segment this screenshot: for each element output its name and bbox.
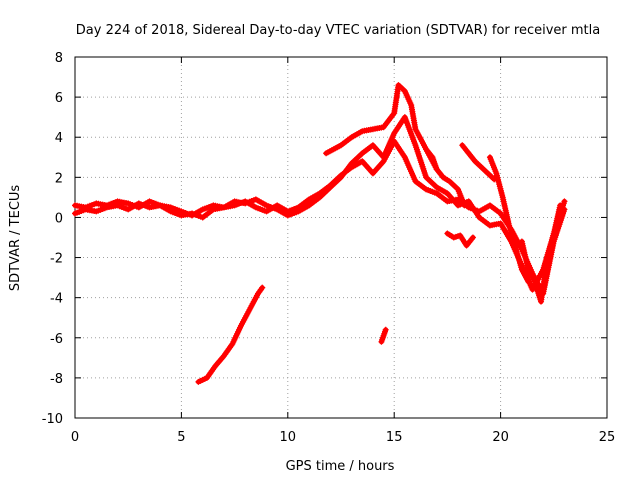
- data-layer: [72, 82, 568, 385]
- y-tick-label: -4: [50, 292, 63, 307]
- series-dip-17-19: [444, 230, 476, 249]
- y-tick-label: 8: [55, 51, 63, 66]
- data-point: [525, 278, 532, 285]
- y-tick-label: -2: [50, 252, 63, 267]
- series-upper-arc: [323, 82, 440, 173]
- series-line: [519, 202, 563, 305]
- y-tick-label: 2: [55, 171, 63, 186]
- data-point: [469, 234, 476, 241]
- y-tick-label: 0: [55, 211, 63, 226]
- series-lower-line: [195, 284, 266, 385]
- series-low-right: [518, 202, 564, 305]
- x-tick-label: 15: [386, 430, 403, 445]
- data-point: [557, 202, 564, 209]
- y-axis-label: SDTVAR / TECUs: [8, 185, 23, 292]
- y-tick-label: -8: [50, 372, 63, 387]
- y-tick-label: 6: [55, 91, 63, 106]
- x-tick-label: 10: [280, 430, 297, 445]
- x-tick-label: 0: [71, 430, 79, 445]
- x-axis-label: GPS time / hours: [286, 459, 395, 474]
- series-branch-18-19: [459, 142, 498, 183]
- data-point: [561, 198, 568, 205]
- axes: 0 5 10 15 20 25 -10 -8 -6 -4 -2 0 2 4 6 8: [42, 51, 616, 445]
- data-point: [259, 284, 266, 291]
- chart-title: Day 224 of 2018, Sidereal Day-to-day VTE…: [76, 23, 600, 38]
- series-branch-16-18: [423, 146, 468, 209]
- series-branch-19-21: [486, 154, 532, 285]
- plot-frame: [74, 56, 608, 419]
- grid: [75, 57, 607, 418]
- x-tick-label: 5: [177, 430, 185, 445]
- series-isolated-14-5: [378, 326, 389, 345]
- data-point: [382, 326, 389, 333]
- y-tick-label: 4: [55, 131, 63, 146]
- x-tick-label: 25: [599, 430, 616, 445]
- data-point: [461, 202, 468, 209]
- y-tick-label: -10: [42, 412, 63, 427]
- series-main-band-b: [72, 114, 568, 293]
- y-tick-label: -6: [50, 332, 63, 347]
- x-tick-label: 20: [492, 430, 509, 445]
